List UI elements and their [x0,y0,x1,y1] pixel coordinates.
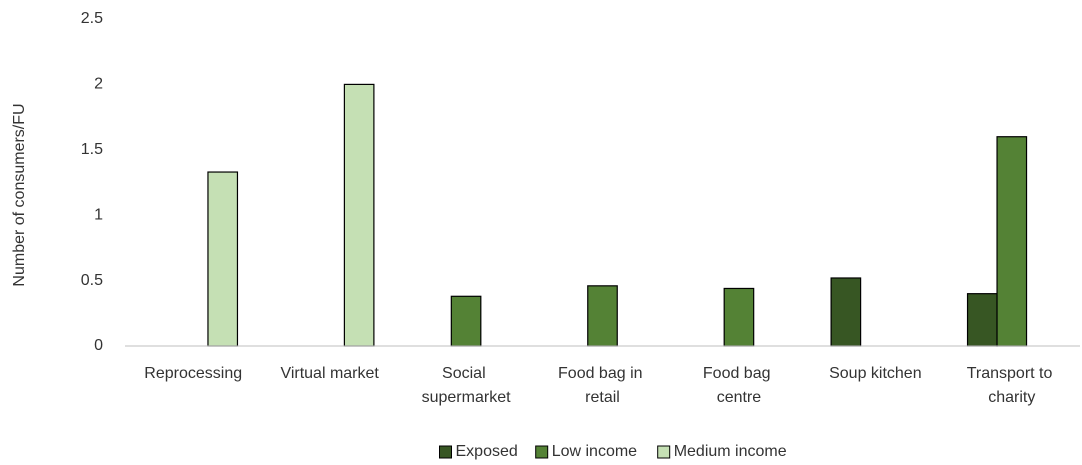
legend-label: Exposed [456,443,518,460]
y-tick-label: 0 [94,337,103,354]
y-tick-label: 1.5 [81,141,103,158]
bar [723,287,755,347]
legend-label: Medium income [674,443,787,460]
x-tick-label: Transport to charity [967,365,1057,406]
legend-swatch [535,445,549,459]
x-tick-label: Soup kitchen [829,365,922,382]
bar [343,83,375,347]
bar [996,136,1028,347]
y-axis-label: Number of consumers/FU [11,103,28,286]
y-tick-label: 1 [94,206,103,223]
y-tick-label: 2 [94,76,103,93]
legend-label: Low income [552,443,637,460]
bar [587,285,618,347]
x-tick-label: Food bag in retail [558,365,647,406]
bar [830,277,862,347]
y-tick-label: 0.5 [81,272,103,289]
x-tick-label: Social supermarket [422,365,511,406]
y-tick-label: 2.5 [81,10,103,27]
legend-swatch [657,445,671,459]
x-tick-label: Virtual market [280,365,379,382]
x-tick-label: Food bag centre [703,365,775,406]
bar [966,293,998,347]
legend-swatch [439,445,452,459]
bar [450,295,482,347]
bar [207,171,239,347]
x-tick-label: Reprocessing [144,365,242,382]
